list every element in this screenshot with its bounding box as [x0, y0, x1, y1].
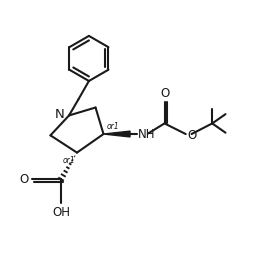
Text: O: O	[20, 173, 29, 186]
Polygon shape	[103, 131, 130, 137]
Text: O: O	[187, 129, 196, 142]
Text: NH: NH	[138, 127, 155, 141]
Text: N: N	[54, 108, 64, 122]
Text: or1: or1	[107, 122, 119, 131]
Text: or1: or1	[63, 156, 76, 165]
Text: OH: OH	[52, 206, 70, 219]
Text: O: O	[160, 87, 169, 100]
